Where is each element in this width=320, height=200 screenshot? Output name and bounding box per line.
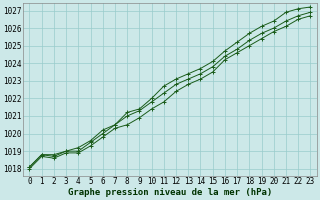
X-axis label: Graphe pression niveau de la mer (hPa): Graphe pression niveau de la mer (hPa): [68, 188, 272, 197]
